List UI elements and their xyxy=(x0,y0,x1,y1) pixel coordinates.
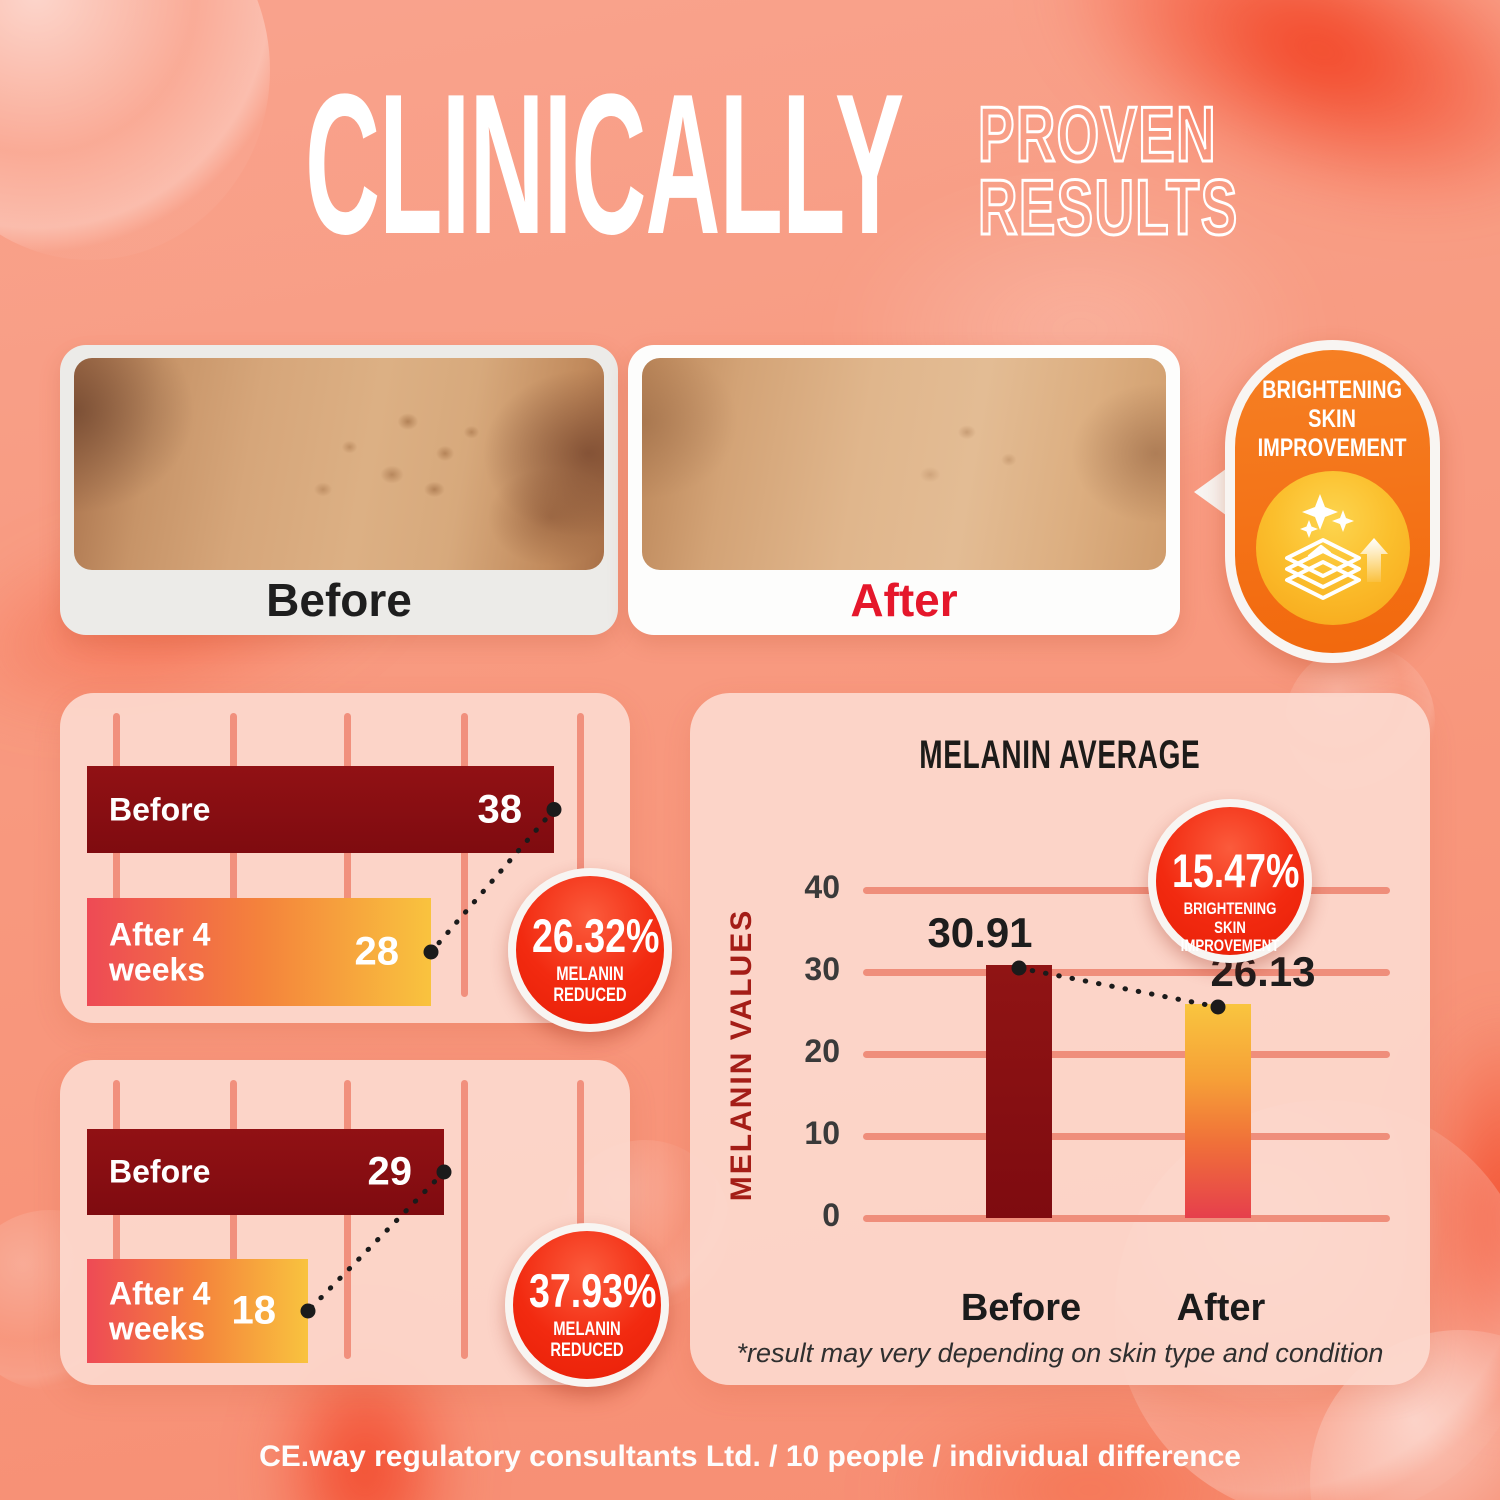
before-label: Before xyxy=(266,574,412,626)
bar-value: 28 xyxy=(354,929,400,974)
red-ribbon-decor xyxy=(1420,1010,1500,1430)
chart-title: MELANIN AVERAGE xyxy=(919,733,1201,777)
page-subtitle-line2: RESULTS xyxy=(977,163,1239,251)
page-title: CLINICALLY xyxy=(305,53,904,276)
y-tick: 40 xyxy=(804,869,840,905)
after-skin-photo xyxy=(642,358,1166,570)
bar-label: After 4 weeks xyxy=(109,916,211,987)
after-label: After xyxy=(850,574,958,626)
bar-value: 38 xyxy=(477,787,523,831)
footer-disclaimer: CE.way regulatory consultants Ltd. / 10 … xyxy=(259,1440,1241,1473)
badge-label: MELANIN REDUCED xyxy=(553,964,627,1006)
bar-value: 29 xyxy=(367,1149,413,1194)
badge-label: MELANIN REDUCED xyxy=(550,1319,624,1361)
before-skin-photo xyxy=(74,358,604,570)
bar-value: 30.91 xyxy=(927,909,1033,956)
melanin-chart-2: Before 29 After 4 weeks 18 xyxy=(60,1060,630,1385)
gridline xyxy=(863,1051,1390,1058)
gridline xyxy=(863,887,1390,894)
y-tick: 0 xyxy=(822,1197,840,1233)
badge-value: 37.93% xyxy=(528,1264,657,1317)
before-bar: Before 38 xyxy=(87,766,554,853)
melanin-reduced-badge-1: 26.32% MELANIN REDUCED xyxy=(508,868,672,1032)
melanin-average-chart: MELANIN AVERAGE 40 30 20 10 0 MELANIN VA… xyxy=(690,693,1430,1385)
brightening-skin-improvement-badge: BRIGHTENING SKIN IMPROVEMENT xyxy=(1225,340,1440,663)
bar-label: Before xyxy=(109,791,211,828)
up-arrow-icon xyxy=(1359,538,1388,582)
after-bar xyxy=(1185,1004,1251,1218)
badge-label: BRIGHTENING SKIN IMPROVEMENT xyxy=(1180,899,1280,956)
after-bar: After 4 weeks 18 xyxy=(87,1259,308,1363)
gridline xyxy=(461,713,468,997)
gridline xyxy=(863,1215,1390,1222)
y-tick: 30 xyxy=(804,951,840,987)
after-bar: After 4 weeks 28 xyxy=(87,898,431,1006)
brightening-improvement-badge: 15.47% BRIGHTENING SKIN IMPROVEMENT xyxy=(1148,799,1312,963)
capsule-pointer xyxy=(1194,466,1230,518)
y-tick: 10 xyxy=(804,1115,840,1151)
after-card: After xyxy=(628,345,1180,635)
bubble-decor xyxy=(0,0,270,260)
gridline xyxy=(863,1133,1390,1140)
layers-icon xyxy=(1284,538,1361,600)
before-bar: Before 29 xyxy=(87,1129,444,1215)
y-axis-label: MELANIN VALUES xyxy=(725,908,758,1202)
gridline xyxy=(577,713,584,997)
capsule-label: BRIGHTENING SKIN IMPROVEMENT xyxy=(1258,376,1407,462)
brightening-layers-icon xyxy=(1284,494,1388,600)
y-tick: 20 xyxy=(804,1033,840,1069)
page-subtitle-line1: PROVEN xyxy=(977,90,1217,178)
capsule-icon-circle xyxy=(1255,471,1410,625)
gridline xyxy=(577,1080,584,1359)
bar-label: After 4 weeks xyxy=(109,1275,211,1346)
gridline xyxy=(230,713,237,997)
gridline xyxy=(113,713,120,997)
x-category-label: Before xyxy=(960,1287,1082,1329)
sparkle-icon xyxy=(1299,494,1354,538)
before-bar xyxy=(986,965,1052,1218)
gridline xyxy=(230,1080,237,1359)
badge-value: 15.47% xyxy=(1171,844,1300,897)
bar-label: Before xyxy=(109,1153,211,1190)
badge-value: 26.32% xyxy=(531,909,660,962)
bar-value: 18 xyxy=(231,1288,277,1333)
x-category-label: After xyxy=(1176,1287,1266,1329)
chart-footnote: *result may very depending on skin type … xyxy=(736,1338,1384,1368)
gridline xyxy=(461,1080,468,1359)
gridline xyxy=(344,713,351,997)
melanin-reduced-badge-2: 37.93% MELANIN REDUCED xyxy=(505,1223,669,1387)
before-card: Before xyxy=(60,345,618,635)
gridline xyxy=(344,1080,351,1359)
gridline xyxy=(113,1080,120,1359)
